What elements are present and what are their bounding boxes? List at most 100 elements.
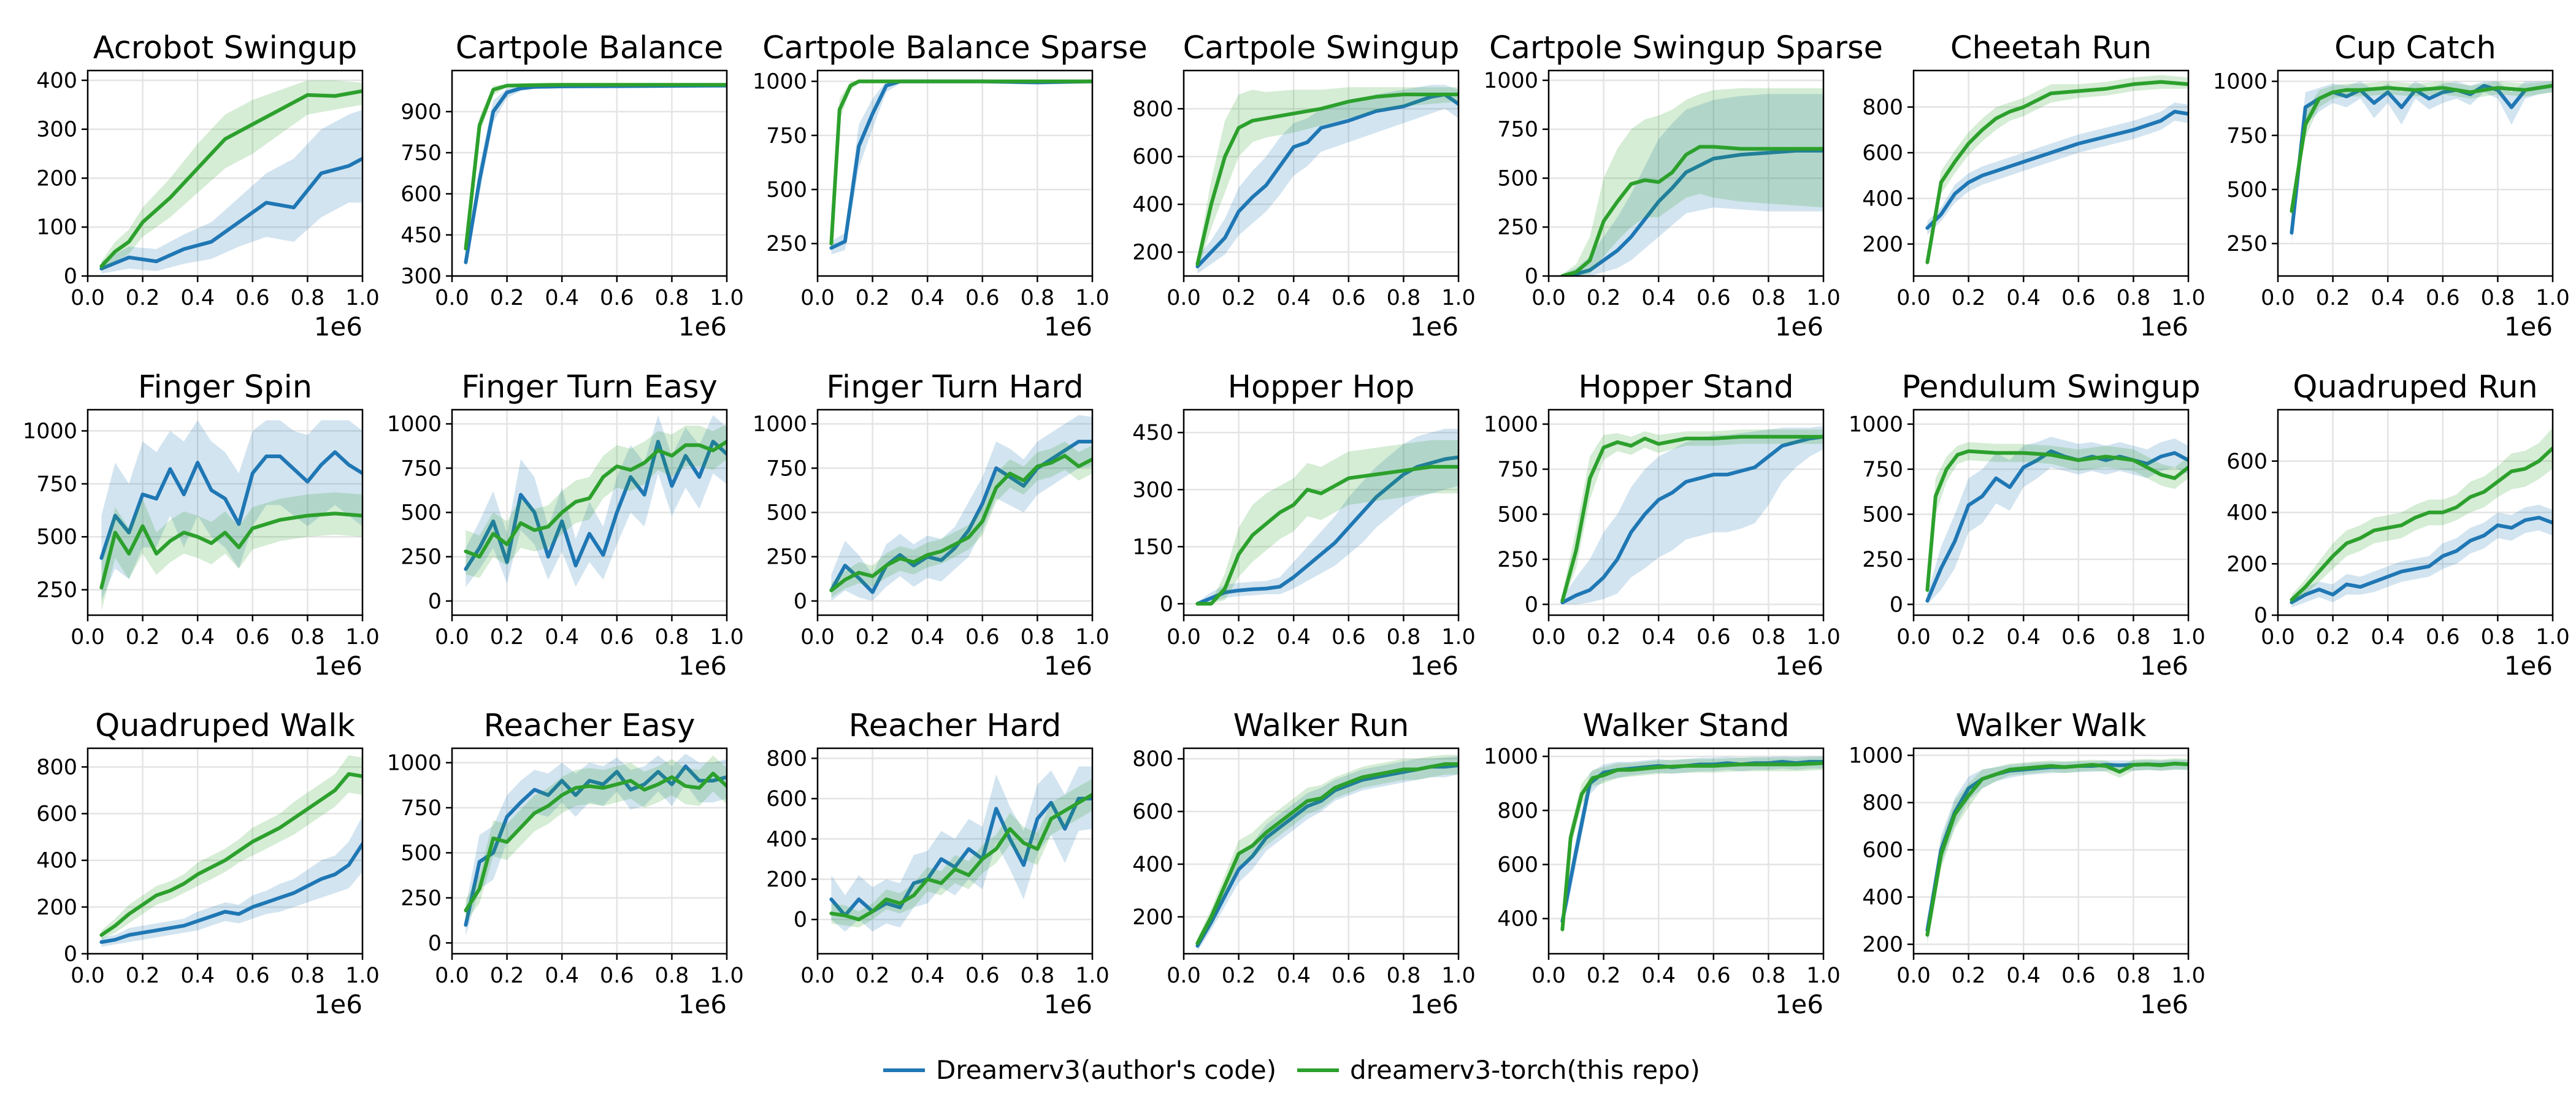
legend-label: Dreamerv3(author's code) (936, 1055, 1276, 1085)
plot-area (1560, 756, 1823, 938)
x-offset-label: 1e6 (2140, 989, 2188, 1019)
x-tick-label: 0.0 (71, 964, 105, 988)
x-tick-label: 1.0 (1806, 964, 1841, 988)
y-tick-label: 1000 (387, 412, 442, 437)
x-offset-label: 1e6 (678, 989, 727, 1019)
y-tick-label: 800 (1862, 791, 1903, 816)
subplot-title: Walker Run (1233, 708, 1409, 744)
x-tick-label: 0.0 (1167, 625, 1201, 650)
subplot-walker-run: 0.0 0.2 0.4 0.6 0.8 1.0 200 400 600 800 Walker Run… (1132, 708, 1476, 1019)
subplot-title: Cartpole Swingup (1183, 30, 1460, 66)
y-tick-label: 600 (1132, 145, 1173, 169)
x-offset-label: 1e6 (2504, 651, 2553, 681)
y-tick-label: 1000 (1484, 413, 1538, 437)
subplot-finger-spin: 0.0 0.2 0.4 0.6 0.8 1.0 250 500 750 1000 Finger Sp… (23, 369, 380, 681)
x-tick-label: 0.4 (2371, 625, 2405, 650)
axes-frame (86, 69, 364, 277)
x-tick-label: 0.0 (2261, 286, 2295, 310)
subplot-title: Cup Catch (2334, 30, 2496, 66)
subplot-title: Quadruped Walk (95, 708, 355, 744)
plot-area (1560, 88, 1823, 276)
x-offset-label: 1e6 (314, 989, 362, 1019)
x-tick-label: 0.2 (490, 286, 524, 310)
series-line-torch (1195, 465, 1459, 606)
subplot-title: Finger Spin (138, 369, 312, 405)
x-tick-label: 0.4 (2006, 964, 2041, 988)
y-tick-label: 750 (401, 796, 442, 821)
plot-area (464, 415, 727, 587)
series-line-author (99, 450, 362, 560)
x-tick-label: 0.6 (2061, 625, 2096, 650)
x-tick-label: 1.0 (2171, 286, 2206, 310)
x-tick-label: 0.8 (655, 964, 689, 988)
y-tick-label: 400 (1497, 907, 1538, 932)
y-tick-label: 1000 (753, 70, 807, 94)
subplot-title: Hopper Hop (1228, 369, 1415, 405)
y-tick-label: 150 (1132, 535, 1173, 559)
confidence-band-author (831, 766, 1092, 932)
x-tick-label: 0.8 (291, 625, 325, 650)
y-tick-label: 1000 (1849, 744, 1903, 769)
subplot-walker-stand: 0.0 0.2 0.4 0.6 0.8 1.0 400 600 800 1000 Walker St… (1484, 708, 1841, 1019)
plot-area (829, 766, 1092, 932)
x-tick-label: 0.4 (545, 964, 579, 988)
y-tick-label: 600 (2226, 450, 2267, 474)
subplot-title: Quadruped Run (2293, 369, 2538, 405)
y-tick-label: 750 (2226, 124, 2267, 148)
axes-frame (451, 69, 728, 277)
y-tick-label: 200 (766, 867, 807, 892)
y-tick-label: 0 (2254, 604, 2267, 628)
subplot-title: Reacher Easy (484, 708, 696, 744)
x-tick-label: 0.2 (1952, 286, 1986, 310)
y-tick-label: 600 (1862, 838, 1903, 863)
x-tick-label: 0.6 (2061, 964, 2096, 988)
confidence-band-torch (466, 755, 727, 922)
y-tick-label: 500 (36, 525, 77, 550)
x-offset-label: 1e6 (678, 312, 727, 342)
y-tick-label: 800 (1132, 97, 1173, 121)
subplot-walker-walk: 0.0 0.2 0.4 0.6 0.8 1.0 200 400 600 800 1000 Walker… (1849, 708, 2206, 1019)
x-offset-label: 1e6 (1044, 651, 1092, 681)
series-line-torch (464, 83, 727, 251)
plot-area (1560, 426, 1823, 605)
y-tick-label: 750 (766, 456, 807, 481)
subplot-hopper-stand: 0.0 0.2 0.4 0.6 0.8 1.0 0 250 500 750 1000 Hopper S… (1484, 369, 1841, 681)
x-tick-label: 1.0 (1075, 286, 1110, 310)
plot-area (464, 83, 727, 268)
x-tick-label: 1.0 (710, 625, 744, 650)
x-tick-label: 0.4 (1641, 964, 1676, 988)
y-tick-label: 1000 (1484, 69, 1538, 93)
series-line-torch (99, 89, 362, 268)
x-tick-label: 0.6 (965, 625, 1000, 650)
y-tick-label: 250 (36, 578, 77, 603)
x-tick-label: 1.0 (1441, 286, 1476, 310)
y-tick-label: 200 (1132, 905, 1173, 930)
series-line-author (1925, 449, 2188, 603)
series-line-torch (1560, 435, 1823, 603)
y-tick-label: 0 (1160, 592, 1173, 616)
confidence-band-torch (1197, 87, 1459, 272)
axes-frame (1547, 747, 1825, 955)
axes-frame (451, 747, 728, 955)
x-tick-label: 0.4 (910, 286, 945, 310)
confidence-band-author (1927, 102, 2188, 235)
x-tick-label: 1.0 (1441, 625, 1476, 650)
x-tick-label: 0.2 (1222, 964, 1256, 988)
y-tick-label: 750 (1497, 458, 1538, 482)
x-tick-label: 0.2 (490, 964, 524, 988)
series-line-author (1560, 435, 1823, 605)
x-tick-label: 0.2 (1952, 964, 1986, 988)
axes-frame (1183, 747, 1460, 955)
series-line-author (464, 764, 727, 927)
y-tick-label: 600 (1132, 800, 1173, 824)
axes-frame (1912, 408, 2190, 616)
y-tick-label: 400 (1132, 193, 1173, 217)
y-tick-label: 750 (401, 141, 442, 166)
x-tick-label: 0.2 (1222, 625, 1256, 650)
x-tick-label: 0.2 (126, 286, 160, 310)
axes-frame (816, 747, 1094, 955)
plot-area (829, 415, 1092, 601)
subplot-title: Finger Turn Easy (461, 369, 718, 405)
series-line-author (2290, 515, 2553, 605)
